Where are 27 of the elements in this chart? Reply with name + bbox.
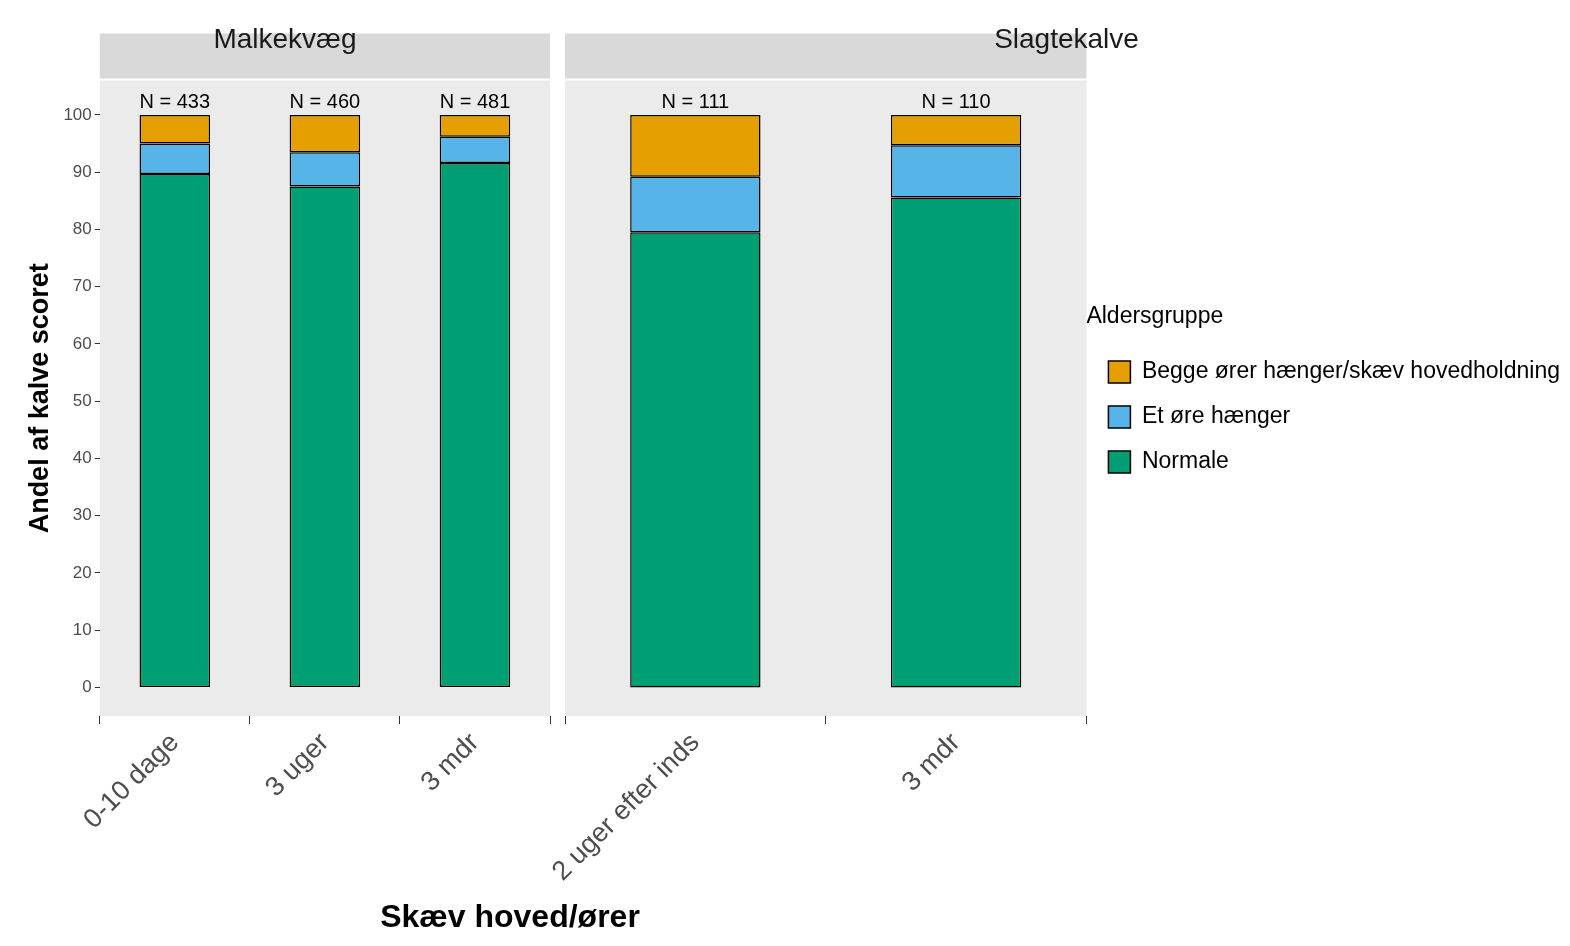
y-tick-label: 60 — [72, 333, 92, 353]
annotation: N = 481 — [439, 90, 511, 113]
y-tick-label: 100 — [63, 104, 92, 124]
legend-label: Et øre hænger — [1141, 402, 1291, 429]
y-tick-label: 30 — [72, 505, 92, 525]
chart-title: Malkekvæg — [213, 22, 357, 54]
chart-title: Slagtekalve — [994, 22, 1139, 54]
y-tick-label: 80 — [72, 219, 92, 239]
annotation: N = 460 — [289, 90, 361, 113]
x-tick-label: 3 mdr — [414, 726, 485, 797]
y-tick-label: 10 — [72, 619, 92, 639]
y-tick-label: 90 — [72, 161, 92, 181]
y-tick-label: 50 — [72, 390, 92, 410]
x-tick-label: 3 mdr — [895, 726, 966, 797]
y-tick-label: 70 — [72, 276, 92, 296]
x-axis-title: Skæv hoved/ører — [379, 898, 641, 935]
annotation: N = 433 — [139, 90, 211, 113]
legend-label: Begge ører hænger/skæv hovedholdning — [1141, 357, 1561, 384]
x-tick-label: 2 uger efter inds — [545, 726, 705, 886]
legend-title: Aldersgruppe — [1086, 301, 1224, 328]
y-tick-label: 20 — [72, 562, 92, 582]
annotation: N = 111 — [661, 90, 730, 113]
y-tick-label: 0 — [82, 677, 92, 697]
legend-label: Normale — [1141, 447, 1229, 474]
annotation: N = 110 — [921, 90, 991, 113]
y-tick-label: 40 — [72, 448, 92, 468]
y-axis-title: Andel af kalve scoret — [23, 263, 54, 534]
